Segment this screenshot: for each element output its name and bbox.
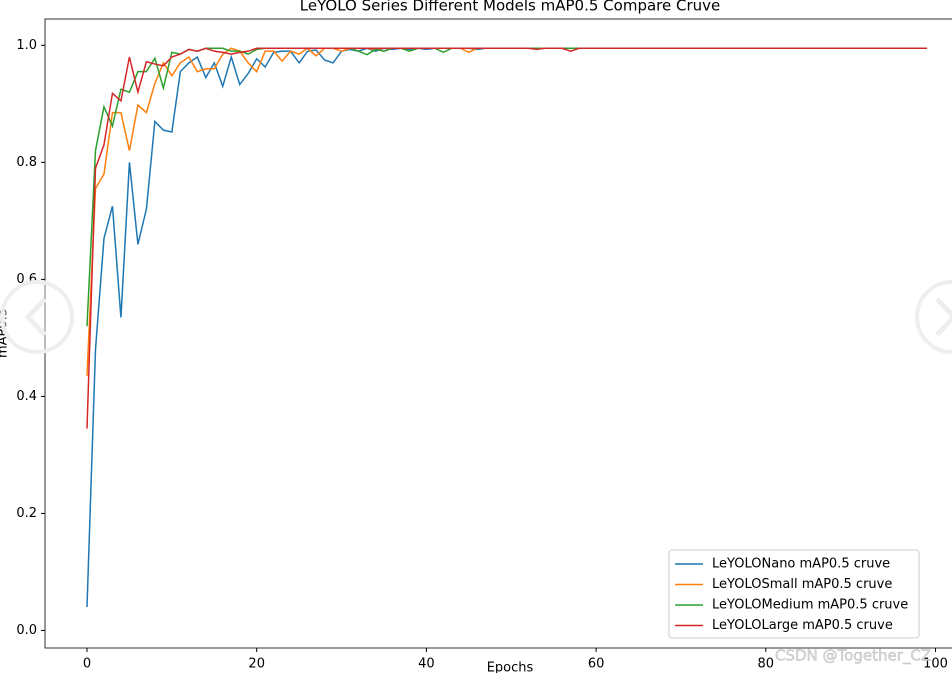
carousel-button[interactable] [0,280,74,354]
legend-label: LeYOLOMedium mAP0.5 cruve [712,598,908,613]
series-line [86,47,928,327]
carousel-arrow [935,297,952,337]
legend: LeYOLONano mAP0.5 cruve LeYOLOSmall mAP0.… [668,549,920,639]
y-tick-label: 0.0 [16,623,37,638]
legend-box [668,549,920,639]
watermark: CSDN @Together_CZ [775,647,931,666]
y-tick-label: 0.4 [16,389,37,404]
x-tick-label: 20 [248,657,265,672]
x-tick-label: 80 [758,657,775,672]
carousel-button[interactable] [915,280,952,354]
x-tick-label: 40 [418,657,435,672]
legend-label: LeYOLONano mAP0.5 cruve [712,557,890,572]
x-tick-label: 60 [588,657,605,672]
y-tick-label: 0.2 [16,506,37,521]
series-line [86,47,928,608]
x-tick-label: 100 [923,657,948,672]
series-line [86,47,928,376]
series-line [86,47,928,429]
x-axis-label: Epochs [487,661,534,673]
y-tick-label: 1.0 [16,38,37,53]
legend-label: LeYOLOLarge mAP0.5 cruve [712,618,893,633]
legend-label: LeYOLOSmall mAP0.5 cruve [712,577,892,592]
y-tick-label: 0.8 [16,155,37,170]
chart-title: LeYOLO Series Different Models mAP0.5 Co… [300,0,721,15]
carousel-arrow [24,297,47,337]
x-tick-label: 0 [83,657,91,672]
